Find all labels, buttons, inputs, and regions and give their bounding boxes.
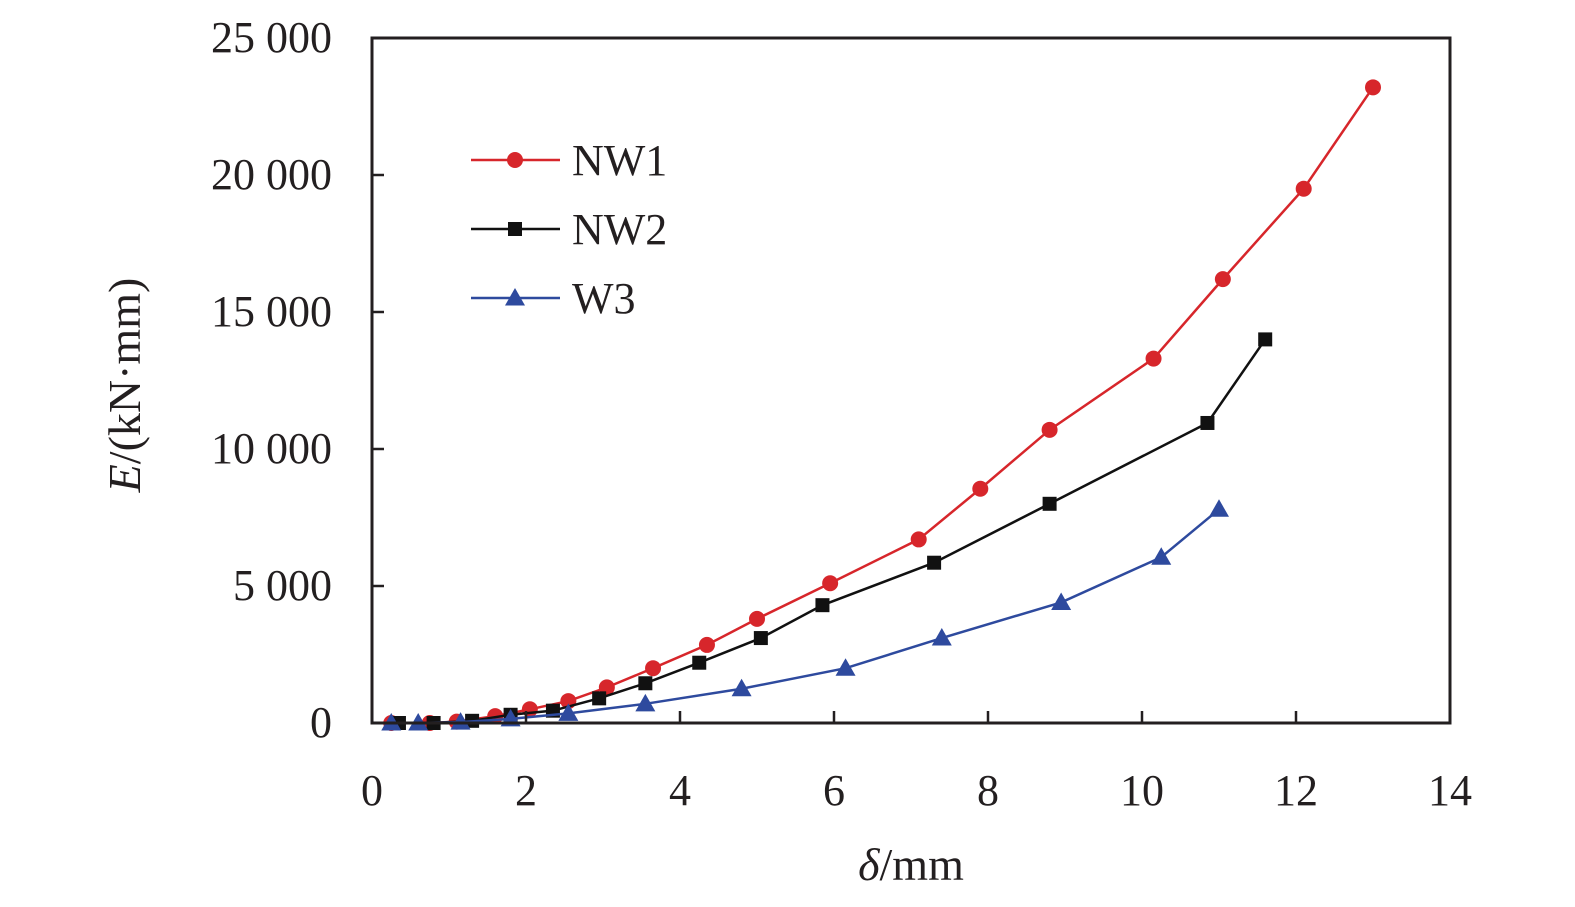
data-point-nw1 [1145,350,1162,367]
series-nw1 [383,79,1381,731]
data-point-nw1 [749,610,765,627]
y-tick-label: 15 000 [211,287,332,336]
series-layer [381,79,1381,731]
data-point-w3 [558,703,579,721]
legend-label: W3 [572,274,636,323]
data-point-w3 [450,712,471,730]
data-point-w3 [1209,499,1229,517]
ticks-layer: 0 2 4 6 8 10 12 14 0 5 000 10 000 15 000 20 000 25 00… [211,13,1472,815]
y-tick-label: 20 000 [211,150,332,199]
x-tick-label: 12 [1274,766,1318,815]
y-tick-label: 10 000 [211,424,332,473]
x-tick-label: 14 [1428,766,1472,815]
x-tick-label: 2 [515,766,537,815]
legend-item-nw1: NW1 [471,136,667,185]
data-point-nw1 [1295,180,1312,197]
data-point-nw1 [1041,421,1058,438]
data-point-nw1 [910,531,927,548]
y-tick-label: 0 [310,698,332,747]
data-point-nw2 [1200,415,1215,430]
series-line-nw2 [398,338,1267,725]
data-point-w3 [835,658,856,676]
legend-label: NW1 [572,136,667,185]
x-tick-label: 0 [361,766,383,815]
legend-marker-icon [507,152,523,168]
data-point-nw2 [692,655,707,670]
data-point-nw1 [822,575,839,592]
x-axis-title-symbol: δ [858,839,880,890]
y-axis-title: E/(kN·mm) [99,278,150,494]
legend-label: NW2 [572,205,667,254]
series-line-w3 [391,508,1220,725]
x-tick-label: 10 [1120,766,1164,815]
y-tick-label: 5 000 [233,561,332,610]
data-point-nw2 [815,598,830,613]
data-point-nw1 [645,660,662,677]
legend-item-w3: W3 [471,274,636,323]
data-point-nw1 [1365,79,1381,96]
legend-marker-icon [508,222,522,236]
series-line-nw1 [391,86,1375,725]
data-point-nw2 [592,691,607,706]
data-point-w3 [1051,592,1072,610]
data-point-nw2 [638,676,653,691]
x-tick-label: 4 [669,766,691,815]
data-point-nw2 [1258,332,1273,347]
data-point-nw2 [753,631,768,646]
x-tick-label: 8 [977,766,999,815]
y-tick-label: 25 000 [211,13,332,62]
x-tick-label: 6 [823,766,845,815]
legend-item-nw2: NW2 [471,205,667,254]
data-point-nw1 [972,480,989,497]
plot-frame [370,36,1452,725]
data-point-w3 [731,678,752,697]
x-axis-title: δ/mm [858,839,964,890]
data-point-nw2 [1042,496,1057,511]
y-axis-title-symbol: E [99,464,150,493]
data-point-nw1 [1214,271,1231,288]
data-point-nw1 [698,636,715,653]
data-point-w3 [931,628,952,646]
x-axis-title-unit: /mm [880,839,965,890]
data-point-w3 [635,693,656,712]
legend: NW1 NW2 W3 [471,136,667,323]
data-point-w3 [1151,547,1172,565]
data-point-nw2 [927,555,942,570]
legend-marker-icon [505,288,525,306]
data-point-nw1 [521,701,538,718]
y-axis-title-unit: /(kN·mm) [99,278,150,465]
